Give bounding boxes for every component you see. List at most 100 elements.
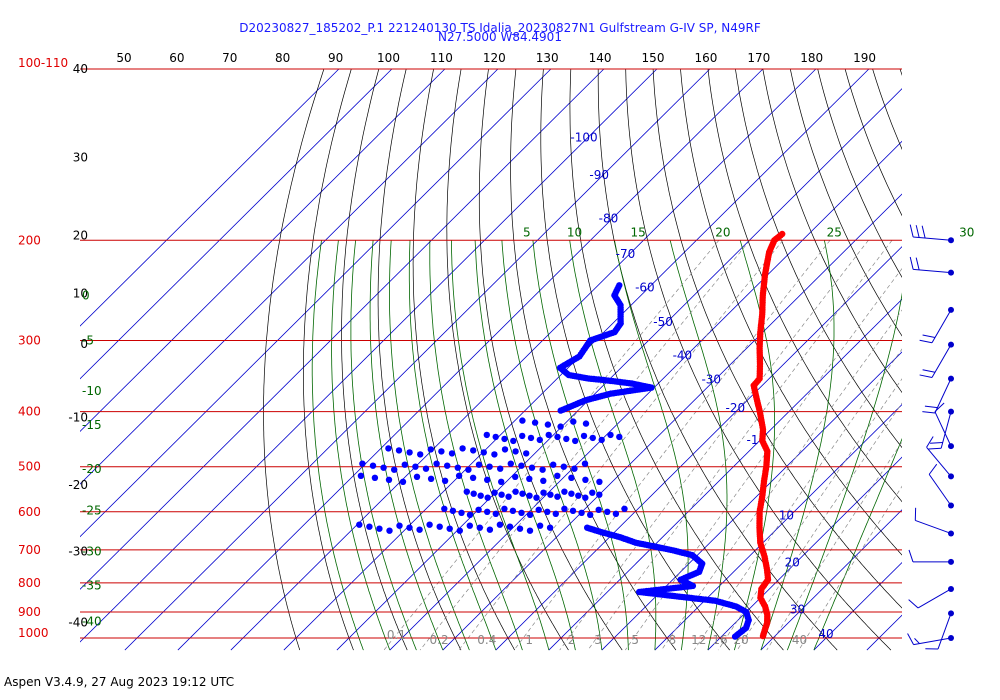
dewpoint-point — [486, 463, 493, 470]
moist-adiabat-line — [408, 240, 497, 651]
dewpoint-point — [413, 473, 421, 480]
dewpoint-point — [546, 524, 554, 531]
dewpoint-point — [589, 489, 596, 496]
mixing-ratio-label: 2 — [568, 633, 576, 647]
pressure-label: 500 — [18, 460, 41, 474]
wind-barb — [925, 610, 954, 650]
dewpoint-point — [454, 464, 461, 471]
dewpoint-point — [607, 431, 614, 439]
moist-adiabat-line — [350, 240, 417, 651]
dewpoint-point — [552, 510, 559, 517]
dewpoint-point — [459, 445, 466, 452]
dewpoint-point — [391, 466, 398, 473]
dewpoint-point — [366, 523, 373, 530]
dewpoint-point — [561, 488, 568, 495]
mixing-ratio-line — [383, 240, 720, 651]
mixing-ratio-label: 8 — [668, 633, 676, 647]
mixing-ratio-label: 16 — [712, 633, 727, 647]
dewpoint-point — [533, 494, 540, 501]
temperature-point — [759, 632, 767, 640]
dry-adiabat-line — [341, 68, 408, 651]
pressure-label: 900 — [18, 605, 41, 619]
dewpoint-point — [526, 492, 533, 499]
dewpoint-point — [475, 506, 482, 513]
isotherm-line — [389, 140, 902, 651]
dewpoint-point — [476, 524, 483, 531]
moist-adiabat-line — [429, 240, 523, 651]
dewpoint-point — [433, 460, 440, 467]
top-axis-label: 180 — [800, 51, 823, 65]
dewpoint-point — [357, 472, 365, 479]
dewpoint-point — [401, 461, 408, 468]
top-axis-label: 110 — [430, 51, 453, 65]
isotherm-line — [601, 351, 902, 651]
dewpoint-point — [572, 437, 579, 445]
moist-adiabat-label: 0 — [82, 288, 90, 302]
dewpoint-point — [498, 491, 505, 498]
isotherm-line — [80, 68, 499, 485]
dewpoint-point — [466, 511, 474, 518]
dewpoint-point — [545, 431, 552, 439]
isotherm-line — [124, 68, 711, 651]
moist-adiabat-label: 20 — [715, 225, 730, 239]
dewpoint-point — [536, 522, 544, 529]
mixing-ratio-label: 0.1 — [387, 628, 406, 642]
dewpoint-point — [568, 474, 575, 481]
theta-label: 20 — [73, 228, 88, 242]
wind-barb — [909, 256, 954, 276]
isotherm-line — [336, 88, 902, 651]
dewpoint-point — [484, 508, 491, 515]
dry-adiabat-line — [446, 68, 569, 651]
dry-adiabat-line — [510, 68, 677, 651]
dewpoint-point — [554, 433, 561, 441]
isotherm-line — [920, 69, 1000, 650]
dewpoint-point — [396, 522, 403, 529]
dewpoint-point — [570, 418, 577, 425]
moist-adiabat-label: -5 — [82, 333, 94, 347]
dewpoint-point — [512, 448, 519, 455]
wind-barb — [928, 408, 954, 450]
moist-adiabat-line — [813, 438, 902, 651]
moist-adiabat-line — [614, 240, 689, 651]
dewpoint-point — [531, 419, 539, 426]
dewpoint-point — [385, 476, 393, 483]
top-axis-label: 140 — [589, 51, 612, 65]
isotherm-label: -60 — [635, 280, 655, 294]
theta-label: 0 — [80, 337, 88, 351]
dewpoint-point — [371, 474, 379, 481]
mixing-ratio-line — [419, 240, 751, 651]
dewpoint-point — [416, 526, 423, 533]
dry-adiabat-line — [412, 68, 516, 651]
dewpoint-point — [463, 488, 470, 495]
isotherm-label: -70 — [616, 247, 636, 261]
top-axis-label: 70 — [222, 51, 237, 65]
dewpoint-point — [571, 465, 578, 472]
dewpoint-point — [406, 449, 413, 456]
dewpoint-point — [455, 472, 463, 479]
dewpoint-point — [568, 490, 575, 497]
dewpoint-point — [550, 461, 557, 468]
moist-adiabat-line — [311, 240, 364, 651]
dewpoint-point — [505, 493, 512, 500]
dewpoint-point — [596, 478, 603, 485]
isotherm-line — [654, 404, 902, 651]
dewpoint-point — [399, 478, 407, 485]
isotherm-line — [80, 68, 446, 432]
dewpoint-point — [469, 474, 477, 481]
dry-adiabat-line — [680, 68, 902, 556]
dewpoint-point — [496, 521, 504, 528]
wind-barb — [919, 341, 954, 378]
dewpoint-point — [540, 477, 547, 484]
dewpoint-point — [492, 433, 499, 441]
moist-adiabat-label: 5 — [523, 225, 531, 239]
dewpoint-point — [506, 523, 514, 530]
dewpoint-point — [422, 465, 430, 472]
theta-label: -20 — [68, 478, 88, 492]
isotherm-label: -40 — [673, 349, 693, 363]
dewpoint-point — [518, 462, 525, 469]
dry-adiabat-line — [569, 68, 784, 651]
dewpoint-point — [523, 450, 530, 457]
dewpoint-point — [526, 475, 533, 482]
wind-barb — [922, 375, 954, 414]
dewpoint-point — [580, 432, 588, 440]
